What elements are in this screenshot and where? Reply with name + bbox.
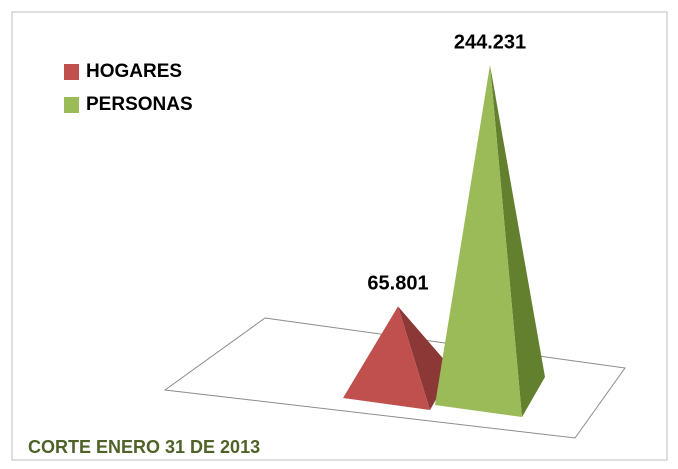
- data-label: 244.231: [454, 31, 526, 53]
- pyramid-side: [490, 65, 545, 417]
- pyramid-front: [435, 65, 522, 417]
- annotation: CORTE ENERO 31 DE 2013: [28, 437, 260, 457]
- legend-label: HOGARES: [86, 61, 182, 82]
- pyramid-front: [343, 306, 430, 410]
- legend-swatch: [64, 64, 79, 80]
- legend-swatch: [64, 97, 79, 113]
- data-label: 65.801: [367, 273, 428, 295]
- legend-label: PERSONAS: [86, 94, 193, 115]
